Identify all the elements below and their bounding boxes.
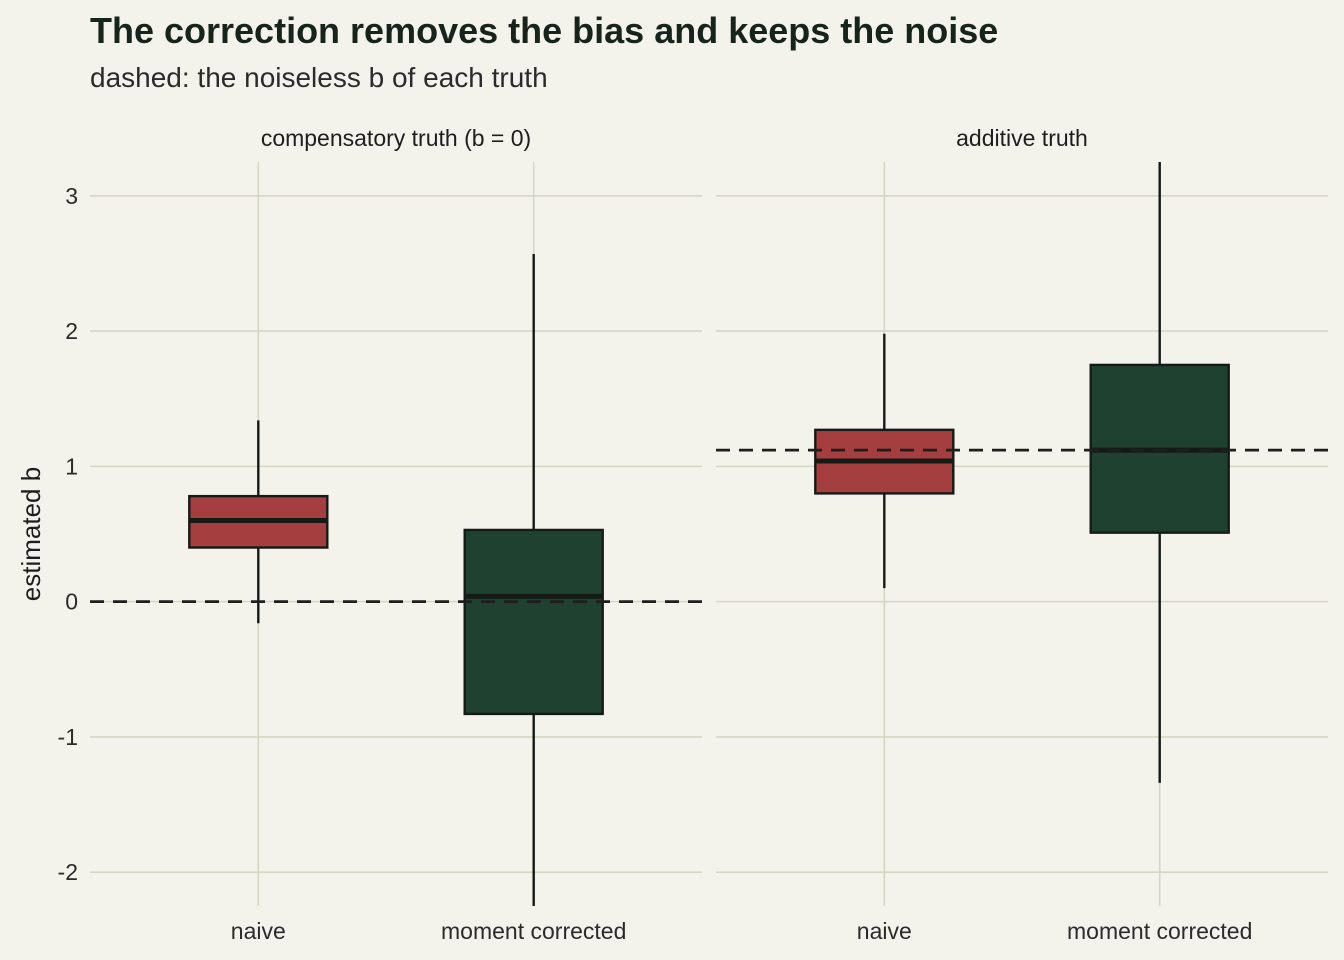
y-tick-label: 0 <box>65 589 78 615</box>
panel-label: additive truth <box>956 125 1088 151</box>
box <box>463 528 604 716</box>
x-tick-label: naive <box>231 918 286 944</box>
chart-title: The correction removes the bias and keep… <box>90 10 999 51</box>
panel-label: compensatory truth (b = 0) <box>261 125 531 151</box>
y-tick-label: 2 <box>65 318 78 344</box>
y-tick-label: -1 <box>58 724 78 750</box>
x-tick-label: moment corrected <box>1067 918 1252 944</box>
x-tick-label: naive <box>857 918 912 944</box>
reference-layer <box>90 448 1328 604</box>
y-tick-label: -2 <box>58 859 78 885</box>
y-tick-label: 3 <box>65 183 78 209</box>
x-tick-label: moment corrected <box>441 918 626 944</box>
y-tick-label: 1 <box>65 453 78 479</box>
chart-subtitle: dashed: the noiseless b of each truth <box>90 62 548 93</box>
text-layer: compensatory truth (b = 0) naive moment co… <box>16 125 1252 944</box>
y-axis-label: estimated b <box>16 467 46 601</box>
box-layer <box>188 162 1230 906</box>
